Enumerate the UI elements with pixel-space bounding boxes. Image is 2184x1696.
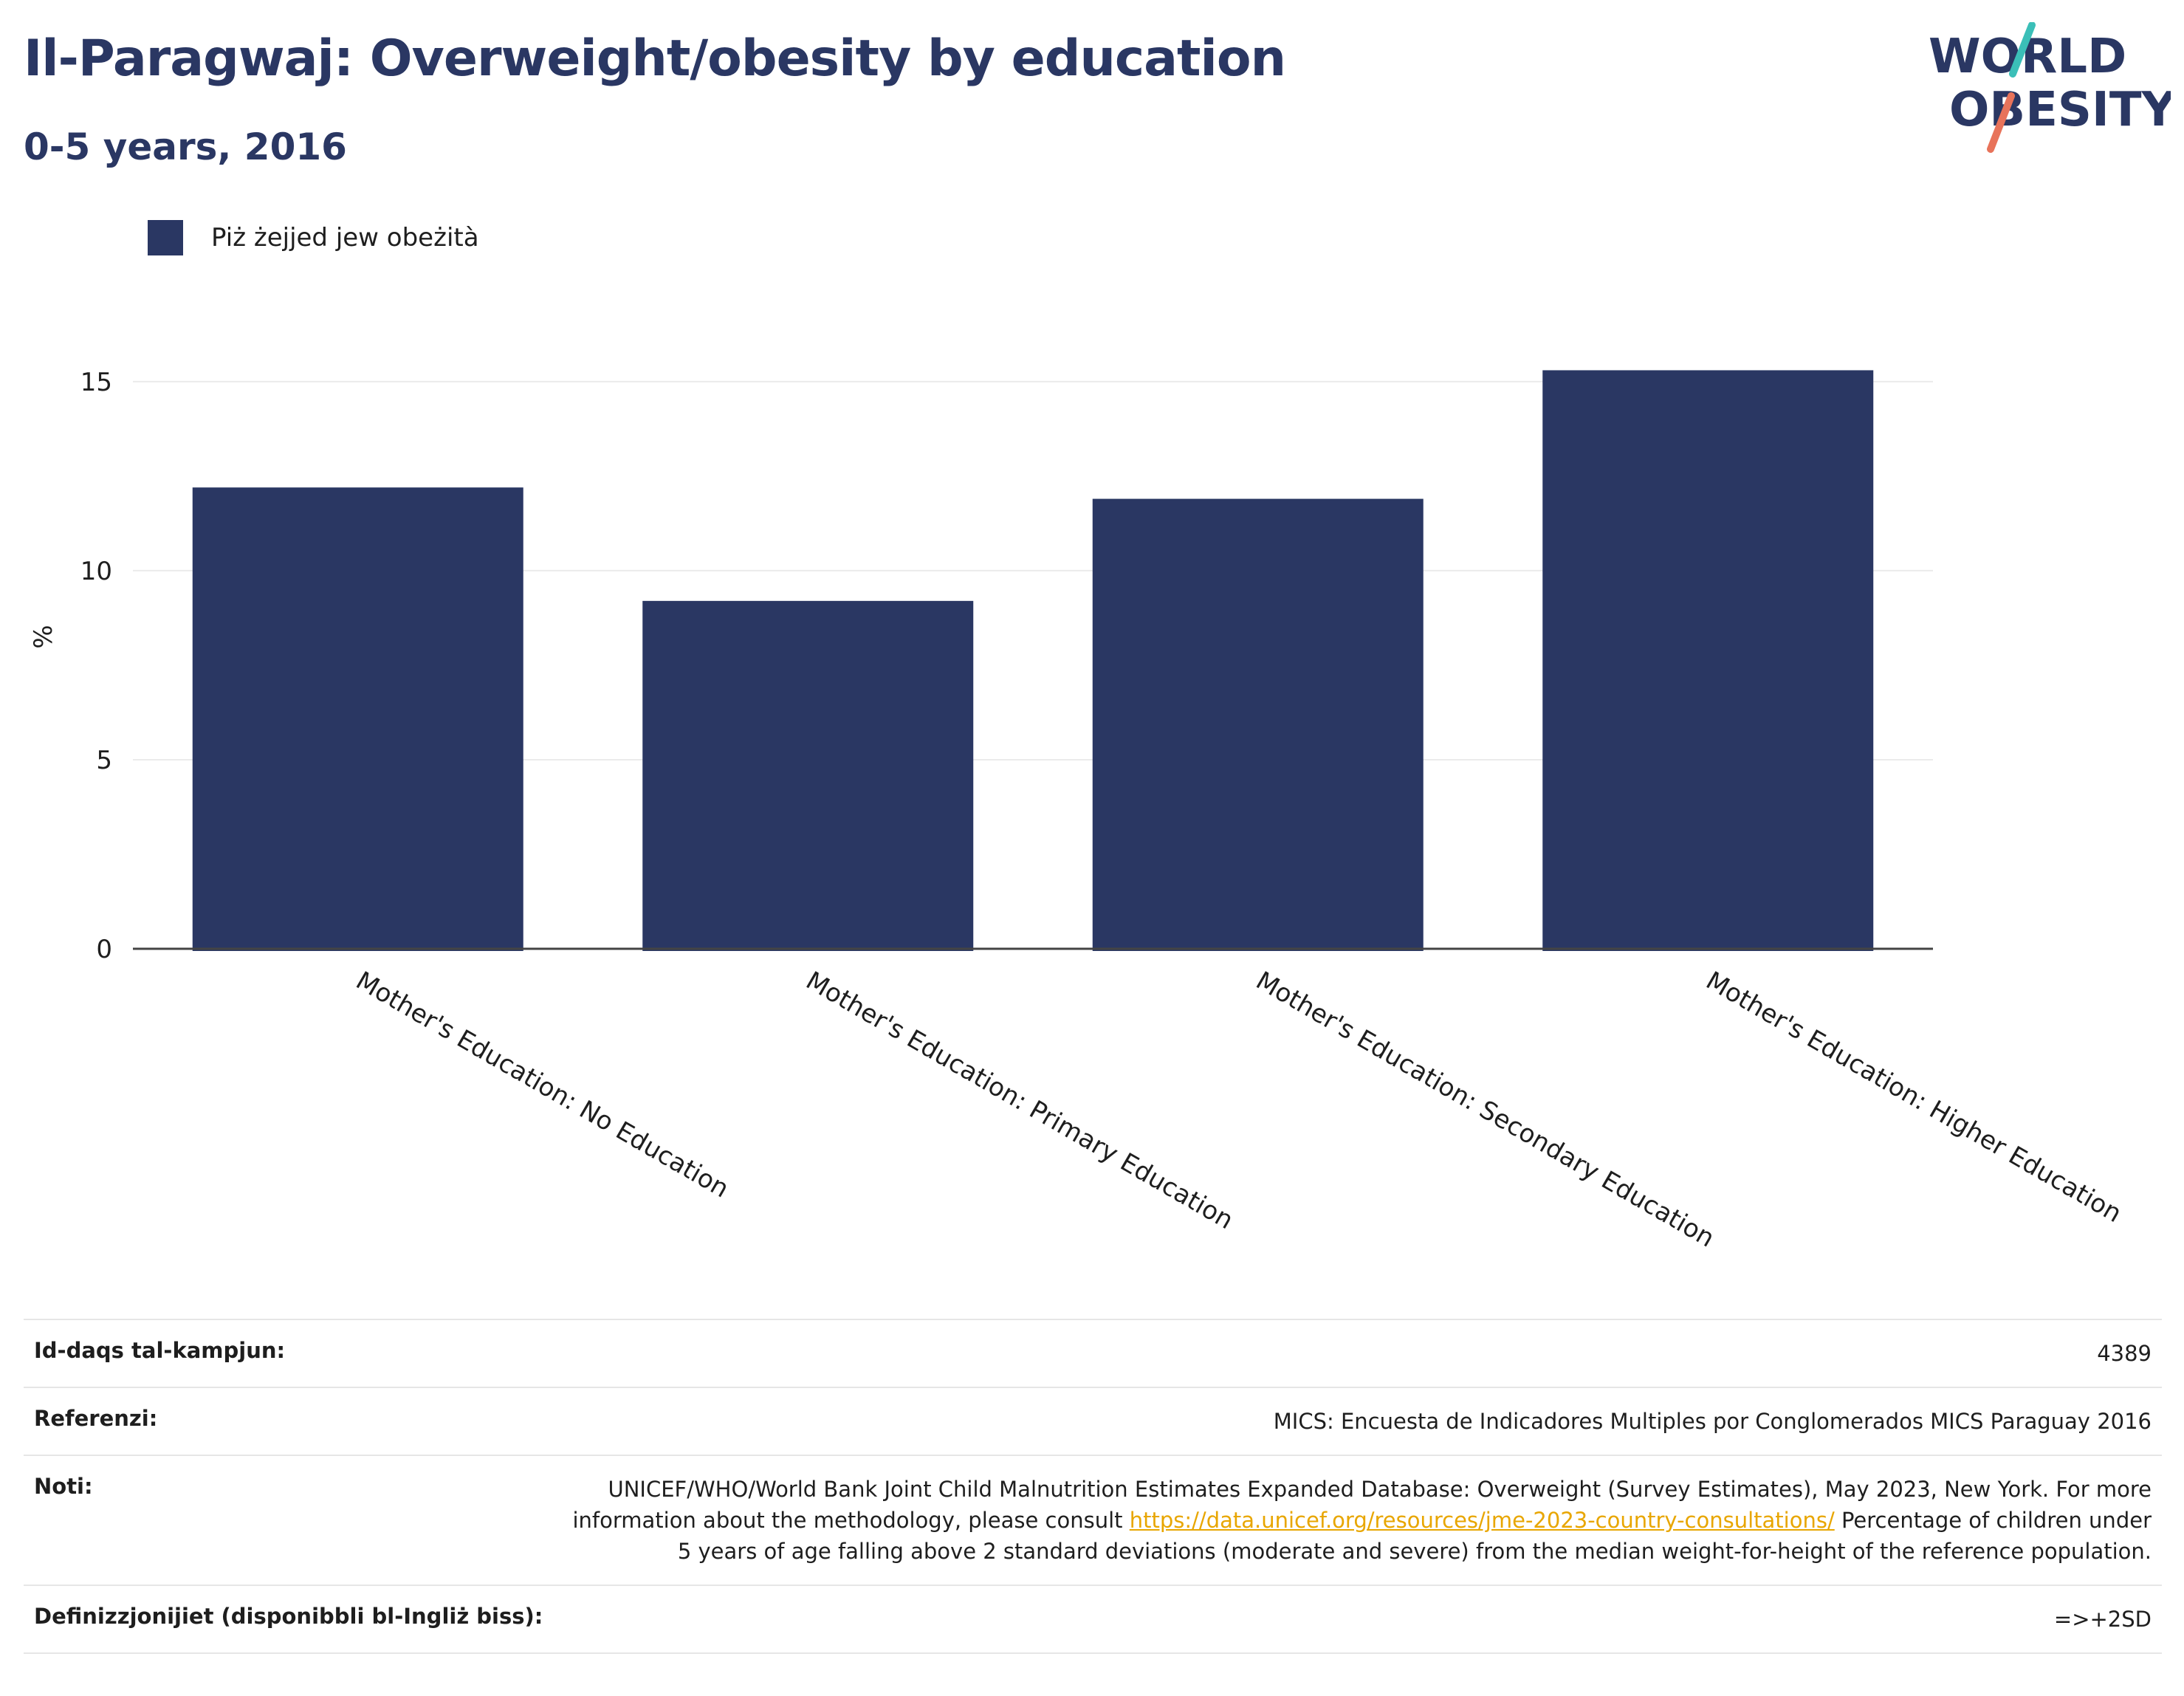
logo-slash-bottom [1987, 92, 2015, 153]
notes-row: Noti: UNICEF/WHO/World Bank Joint Child … [24, 1455, 2162, 1585]
references-label: Referenzi: [34, 1406, 158, 1431]
y-tick-label: 0 [96, 935, 112, 964]
x-tick-label: Mother's Education: No Education [351, 966, 734, 1204]
sample-size-label: Id-daqs tal-kampjun: [34, 1338, 286, 1363]
notes-label: Noti: [34, 1474, 93, 1499]
logo-text-obesity: OBESITY [1949, 83, 2171, 137]
y-tick-label: 5 [96, 746, 112, 775]
bar [192, 487, 523, 951]
notes-text: UNICEF/WHO/World Bank Joint Child Malnut… [572, 1477, 2152, 1533]
y-tick-label: 15 [80, 368, 112, 397]
logo-slash-top [2009, 22, 2036, 78]
sample-size-row: Id-daqs tal-kampjun: 4389 [24, 1319, 2162, 1387]
y-tick-label: 10 [80, 557, 112, 586]
references-row: Referenzi: MICS: Encuesta de Indicadores… [24, 1387, 2162, 1455]
definitions-label: Definizzjonijiet (disponibbli bl-Ingliż … [34, 1604, 543, 1629]
definitions-row: Definizzjonijiet (disponibbli bl-Ingliż … [24, 1585, 2162, 1654]
legend-swatch [148, 220, 183, 255]
methodology-link[interactable]: https://data.unicef.org/resources/jme-20… [1129, 1508, 1835, 1533]
world-obesity-logo: WORLD OBESITY [1929, 22, 2171, 153]
bar [1092, 498, 1424, 951]
definitions-value: =>+2SD [2053, 1607, 2152, 1632]
x-tick-label: Mother's Education: Primary Education [801, 966, 1238, 1235]
references-value: MICS: Encuesta de Indicadores Multiples … [1273, 1409, 2152, 1434]
bar [642, 600, 974, 951]
chart-legend: Piż żejjed jew obeżità [148, 220, 479, 255]
bar-chart: 0 5 10 15% Mother's Education: No Education M… [29, 368, 2126, 1254]
y-axis-label: % [29, 625, 58, 648]
legend-label: Piż żejjed jew obeżità [211, 223, 479, 253]
notes-value: UNICEF/WHO/World Bank Joint Child Malnut… [571, 1474, 2152, 1567]
notes-definition-text: Percentage of children under 5 years of … [677, 1508, 2152, 1564]
sample-size-value: 4389 [2097, 1341, 2152, 1366]
page-title: Il-Paragwaj: Overweight/obesity by educa… [24, 30, 1286, 88]
info-table: Id-daqs tal-kampjun: 4389 Referenzi: MIC… [24, 1319, 2162, 1654]
x-tick-label: Mother's Education: Secondary Education [1251, 966, 1719, 1253]
x-tick-label: Mother's Education: Higher Education [1701, 966, 2126, 1229]
bar [1542, 370, 1874, 951]
page-subtitle: 0-5 years, 2016 [24, 126, 347, 168]
